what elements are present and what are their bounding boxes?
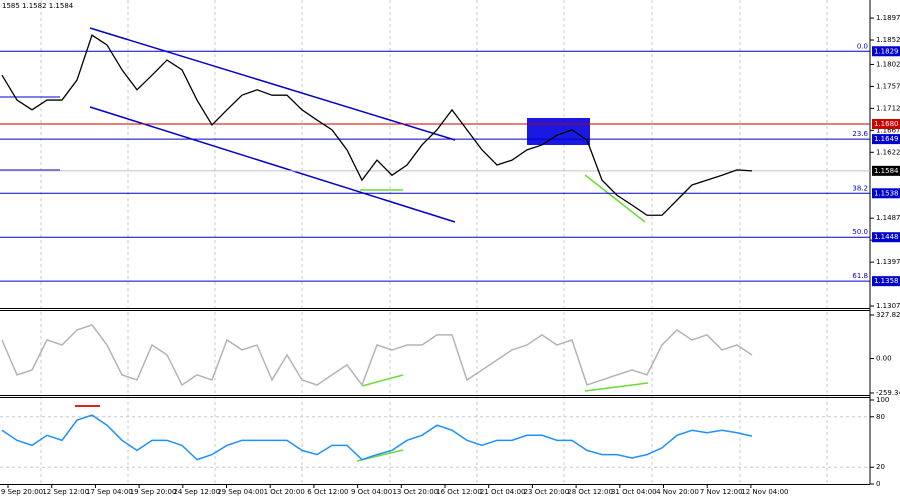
series-line [1,414,753,461]
y-tick-label: 1.1712 [876,104,900,112]
y-tick-label: 1.1852 [876,36,900,44]
x-tick-label: 16 Oct 12:00 [436,488,482,496]
divergence-line [361,374,404,387]
price-label-box [872,134,900,145]
y-tick-label: 1.1802 [876,60,900,68]
fib-label: 38.2 [852,184,868,192]
series-line [1,324,753,387]
x-tick-label: 23 Oct 20:00 [524,488,570,496]
y-tick-label: 100 [876,396,889,404]
x-tick-label: 29 Sep 04:00 [217,488,264,496]
price-label-box [872,232,900,243]
series-line [1,34,753,216]
y-tick-label: 327.826 [876,311,900,319]
y-tick-label: 1.1897 [876,14,900,22]
y-tick-label: 20 [876,463,885,471]
y-tick-label: 0.00 [876,355,892,363]
x-tick-label: 1 Oct 20:00 [264,488,305,496]
y-tick-label: -259.342 [876,389,900,397]
price-label: 1.1649 [874,135,899,143]
header-prices: 1585 1.1582 1.1584 [2,2,74,10]
y-tick-label: 1.1397 [876,258,900,266]
x-tick-label: 12 Nov 04:00 [741,488,788,496]
x-tick-label: 28 Oct 12:00 [567,488,613,496]
x-tick-label: 31 Oct 04:00 [611,488,657,496]
fib-label: 0.0 [857,42,868,50]
y-tick-label: 80 [876,413,885,421]
price-label-box [872,165,900,176]
grid [40,0,828,484]
x-tick-label: 9 Sep 20:00 [1,488,43,496]
y-tick-label: 1.1307 [876,302,900,310]
price-label-box [872,118,900,129]
price-label-box [872,188,900,199]
x-tick-label: 12 Sep 12:00 [42,488,89,496]
price-label: 1.1358 [874,277,899,285]
price-label-box [872,46,900,57]
x-tick-label: 17 Sep 04:00 [86,488,133,496]
y-tick-label: 1.1757 [876,82,900,90]
fib-label: 50.0 [852,228,868,236]
price-label: 1.1538 [874,189,899,197]
x-tick-label: 21 Oct 04:00 [480,488,526,496]
x-tick-label: 24 Sep 12:00 [173,488,220,496]
channel-upper [89,27,456,141]
y-tick-label: 1.1622 [876,148,900,156]
y-tick-label: 0 [876,480,880,488]
x-tick-label: 19 Sep 20:00 [130,488,177,496]
x-tick-label: 4 Nov 20:00 [656,488,699,496]
x-tick-label: 6 Oct 12:00 [307,488,348,496]
price-label: 1.1448 [874,233,899,241]
price-label: 1.1584 [874,167,899,175]
fib-label: 61.8 [852,272,868,280]
x-tick-label: 9 Oct 04:00 [351,488,392,496]
y-tick-label: 1.1667 [876,126,900,134]
channel-lower [89,106,456,223]
price-label: 1.1680 [874,120,899,128]
divergence-line [584,174,646,223]
price-label: 1.1829 [874,47,899,55]
divergence-line [584,382,649,392]
x-tick-label: 7 Nov 12:00 [700,488,743,496]
price-label-box [872,276,900,287]
frame [0,0,871,485]
y-tick-label: 1.1487 [876,214,900,222]
zone-box [527,118,590,145]
x-tick-label: 13 Oct 20:00 [392,488,438,496]
fib-label: 23.6 [852,130,868,138]
annotations [0,27,649,462]
